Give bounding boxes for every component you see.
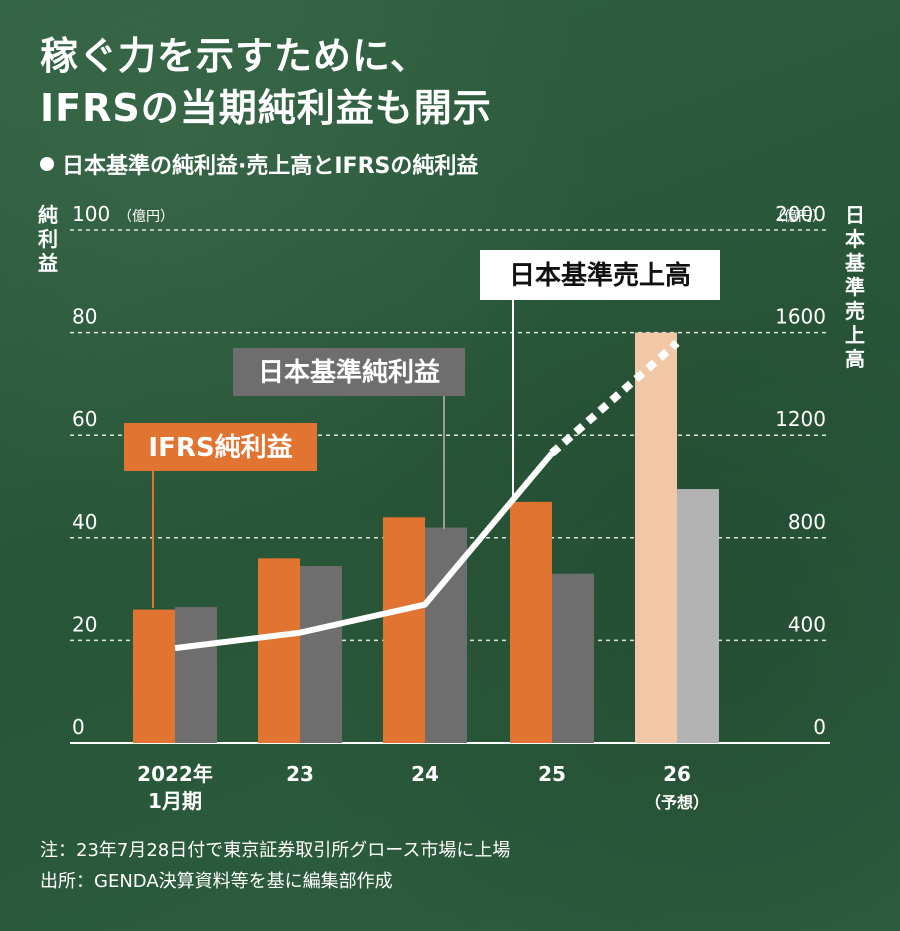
series-label: 日本基準売上高	[509, 260, 691, 291]
jgaap-net-income-bar	[677, 489, 719, 743]
left-axis-title-char: 純	[38, 203, 58, 227]
jgaap-net-income-bar	[552, 573, 594, 743]
chart-subtitle: 日本基準の純利益·売上高とIFRSの純利益	[40, 148, 478, 180]
right-axis-title-char: 基	[845, 251, 866, 275]
right-axis-title-char: 上	[845, 323, 865, 347]
left-unit-label: （億円）	[118, 209, 174, 225]
left-tick-label: 80	[72, 305, 97, 329]
callout-box	[480, 250, 720, 300]
left-tick-label: 100	[72, 202, 110, 226]
right-tick-label: 1600	[775, 305, 826, 329]
right-unit-label: （億円）	[770, 209, 826, 225]
source-line: 出所：GENDA決算資料等を基に編集部作成	[40, 871, 393, 892]
left-axis-title-char: 利	[38, 227, 58, 251]
category-label: 26	[663, 762, 691, 786]
right-tick-label: 800	[788, 510, 826, 534]
left-tick-label: 60	[72, 407, 97, 431]
ifrs-net-income-bar	[133, 609, 175, 743]
jgaap-net-income-bar	[300, 566, 342, 743]
right-axis-title-char: 本	[845, 227, 865, 251]
category-label: 2022年	[137, 762, 213, 786]
callout-box	[233, 348, 465, 396]
right-tick-label: 0	[813, 715, 826, 739]
sales-forecast-line	[549, 339, 680, 457]
sales-line	[174, 451, 555, 652]
ifrs-net-income-bar	[258, 558, 300, 743]
chart-title: 稼ぐ力を示すために、 IFRSの当期純利益も開示	[40, 30, 492, 134]
category-label: 25	[538, 762, 566, 786]
right-tick-label: 2000	[775, 202, 826, 226]
category-label: 24	[411, 762, 439, 786]
left-tick-label: 20	[72, 612, 97, 636]
series-label: IFRS純利益	[148, 432, 292, 463]
left-axis-title-char: 益	[38, 251, 58, 275]
category-sublabel: 1月期	[148, 789, 202, 813]
ifrs-net-income-bar	[635, 332, 677, 743]
title-line-1: 稼ぐ力を示すために、	[40, 34, 429, 78]
footnotes: 注：23年7月28日付で東京証券取引所グロース市場に上場 出所：GENDA決算資…	[40, 835, 510, 897]
right-tick-label: 400	[788, 612, 826, 636]
left-tick-label: 0	[72, 715, 85, 739]
right-axis-title-char: 日	[845, 203, 865, 227]
bullet-icon	[40, 157, 54, 171]
jgaap-net-income-bar	[175, 607, 217, 743]
callout-box	[124, 423, 317, 471]
title-line-2: IFRSの当期純利益も開示	[40, 86, 492, 130]
category-label: 23	[286, 762, 314, 786]
series-label: 日本基準純利益	[258, 357, 440, 388]
left-tick-label: 40	[72, 510, 97, 534]
right-axis-title-char: 準	[845, 275, 865, 299]
ifrs-net-income-bar	[383, 517, 425, 743]
category-sublabel: （予想）	[645, 793, 709, 812]
subtitle-text: 日本基準の純利益·売上高とIFRSの純利益	[62, 154, 479, 179]
ifrs-net-income-bar	[510, 501, 552, 743]
right-tick-label: 1200	[775, 407, 826, 431]
right-axis-title-char: 売	[845, 299, 865, 323]
right-axis-title-char: 高	[845, 347, 865, 371]
note-line: 注：23年7月28日付で東京証券取引所グロース市場に上場	[40, 840, 511, 861]
